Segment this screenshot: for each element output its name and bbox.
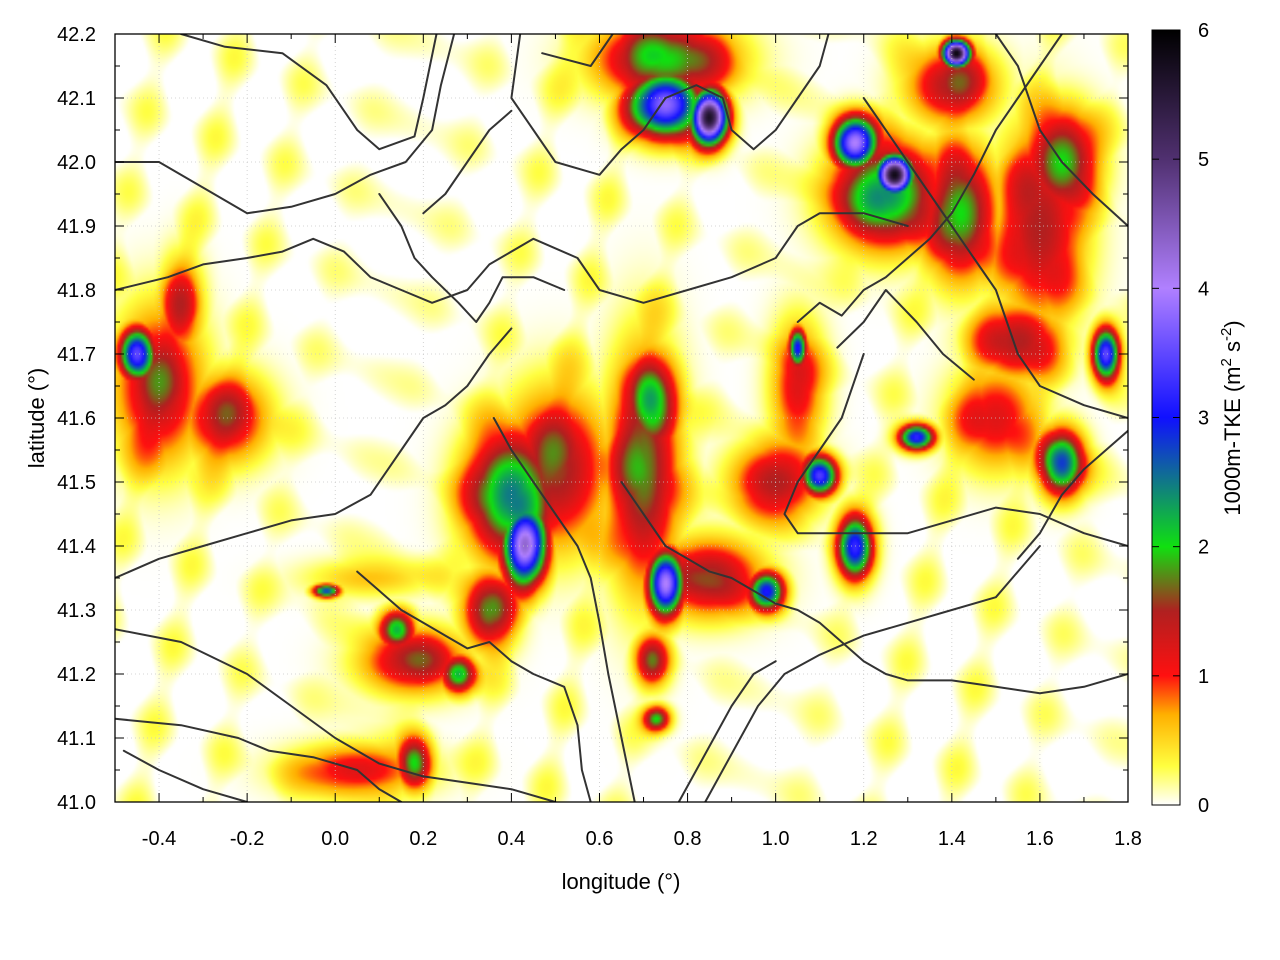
contour-line — [862, 97, 1128, 419]
x-tick-label: 0.0 — [321, 828, 349, 850]
contour-line — [378, 193, 566, 323]
contour-line — [510, 34, 830, 176]
y-tick-label: 42.0 — [57, 152, 96, 174]
x-tick-label: 0.6 — [586, 828, 614, 850]
y-tick-label: 41.2 — [57, 664, 96, 686]
contour-line — [704, 545, 1041, 802]
contour-line — [115, 34, 456, 215]
colorbar-tick-label: 6 — [1198, 20, 1209, 42]
contour-line — [677, 660, 777, 802]
colorbar-tick-label: 2 — [1198, 537, 1209, 559]
x-tick-label: 0.2 — [409, 828, 437, 850]
contour-line — [356, 570, 592, 802]
x-tick-label: -0.4 — [142, 828, 176, 850]
x-tick-label: 0.4 — [497, 828, 525, 850]
colorbar-tick-label: 5 — [1198, 149, 1209, 171]
contour-line — [541, 34, 614, 67]
contour-line — [115, 212, 909, 304]
y-tick-label: 41.4 — [57, 536, 96, 558]
contour-line — [122, 749, 249, 802]
x-tick-label: 1.2 — [850, 828, 878, 850]
y-tick-label: 42.1 — [57, 88, 96, 110]
y-tick-label: 41.1 — [57, 728, 96, 750]
x-tick-label: 1.4 — [938, 828, 966, 850]
contour-line — [994, 34, 1128, 227]
x-tick-label: 1.0 — [762, 828, 790, 850]
y-tick-label: 41.9 — [57, 216, 96, 238]
x-tick-label: -0.2 — [230, 828, 264, 850]
contour-line — [180, 34, 438, 151]
contour-line — [836, 289, 975, 381]
y-axis-ticks: 41.0 41.1 41.2 41.3 41.4 41.5 41.6 41.7 41.8 41.9… — [57, 24, 1128, 814]
colorbar-tick-label: 1 — [1198, 666, 1209, 688]
contour-line — [796, 34, 1063, 323]
terrain-contours — [115, 34, 1128, 802]
contour-line — [115, 628, 557, 802]
colorbar-ticks: 0 1 2 3 4 5 6 — [1152, 20, 1209, 817]
y-tick-label: 41.8 — [57, 280, 96, 302]
y-tick-label: 41.0 — [57, 792, 96, 814]
contour-line — [115, 327, 513, 579]
contour-line — [422, 109, 513, 215]
x-axis-title: longitude (°) — [562, 869, 681, 894]
y-tick-label: 41.7 — [57, 344, 96, 366]
y-tick-label: 41.5 — [57, 472, 96, 494]
contour-line — [1016, 429, 1128, 560]
contour-line — [115, 717, 403, 802]
y-tick-label: 41.3 — [57, 600, 96, 622]
colorbar-tick-label: 0 — [1198, 795, 1209, 817]
y-tick-label: 42.2 — [57, 24, 96, 46]
grid — [115, 34, 1128, 802]
x-axis-ticks: -0.4 -0.2 0.0 0.2 0.4 0.6 0.8 1.0 1.2 1.4 1.6 1.8 — [142, 34, 1142, 850]
y-tick-label: 41.6 — [57, 408, 96, 430]
y-axis-title: latitude (°) — [24, 368, 49, 469]
colorbar-title: 1000m-TKE (m2 s-2) — [1218, 320, 1245, 515]
x-tick-label: 1.8 — [1114, 828, 1142, 850]
contour-line — [492, 417, 636, 802]
colorbar-tick-label: 3 — [1198, 408, 1209, 430]
x-tick-label: 0.8 — [674, 828, 702, 850]
contour-line — [620, 481, 1128, 695]
contour-line — [783, 353, 1128, 547]
colorbar-tick-label: 4 — [1198, 278, 1209, 300]
x-tick-label: 1.6 — [1026, 828, 1054, 850]
